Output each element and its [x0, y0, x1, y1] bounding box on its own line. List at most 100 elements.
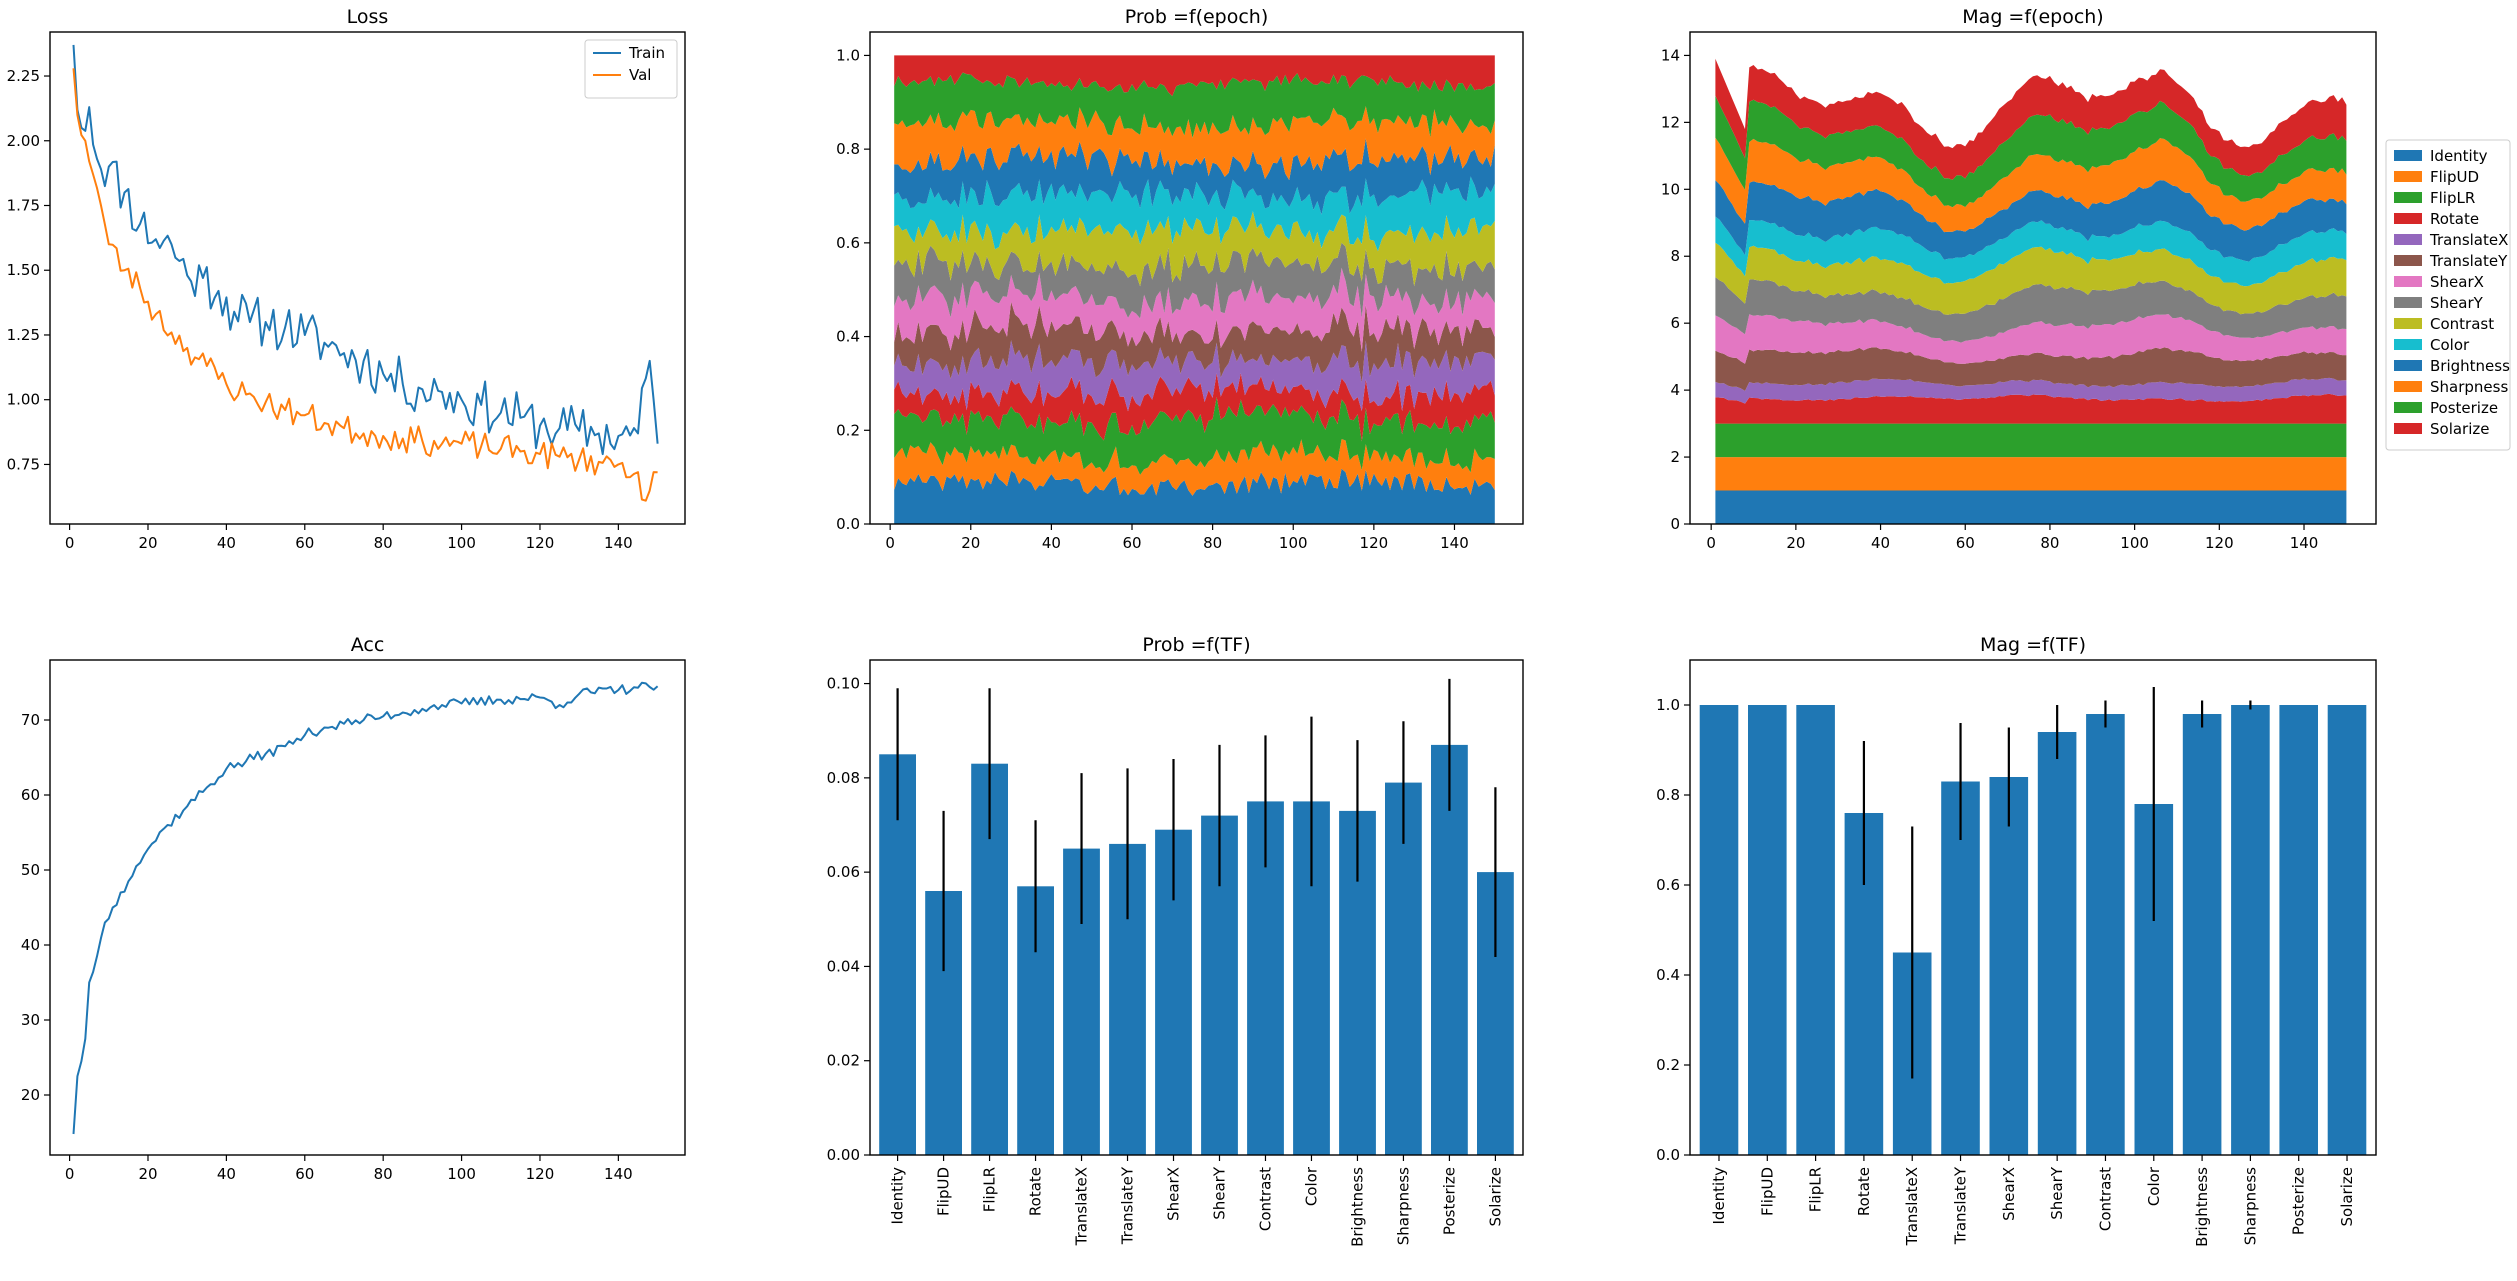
area-layer-13	[1715, 58, 2347, 180]
area-layer-2	[1715, 423, 2347, 458]
legend-label: Sharpness	[2430, 378, 2508, 396]
area-layer-1	[1715, 457, 2347, 491]
x-tick-label: Posterize	[2290, 1167, 2308, 1235]
legend-box	[584, 39, 678, 99]
bar	[1385, 782, 1422, 1155]
x-tick-label: 100	[2120, 534, 2149, 552]
y-tick-label: 0.8	[836, 140, 860, 158]
x-tick-label: 140	[2290, 534, 2319, 552]
y-tick-label: 1.75	[7, 196, 40, 214]
panel-prob-epoch: Prob =f(epoch) 0.0 0.2 0.4 0.6 0.8 1.0 0 20 40 60 8…	[836, 6, 1524, 552]
x-tick-label: 140	[1440, 534, 1469, 552]
x-tick-label: Color	[2145, 1166, 2163, 1206]
x-tick-label: TranslateX	[1903, 1167, 1921, 1246]
bar	[1941, 781, 1980, 1155]
y-tick-label: 0.75	[7, 455, 40, 473]
area-layer-3	[894, 373, 1495, 442]
x-tick-label: Solarize	[1486, 1167, 1504, 1227]
legend-swatch	[2394, 297, 2422, 308]
plot-frame	[869, 31, 1524, 525]
chart-title: Loss	[347, 6, 389, 28]
y-tick-label: 20	[21, 1086, 40, 1104]
bar	[1699, 705, 1739, 1155]
x-tick-label: 100	[447, 1165, 476, 1183]
x-tick-label: 0	[65, 534, 75, 552]
x-tick-label: Color	[1302, 1166, 1320, 1206]
y-tick-label: 50	[21, 861, 40, 879]
legend-label: Rotate	[2430, 210, 2479, 228]
area-layer-8	[1715, 242, 2347, 315]
legend-swatch	[2394, 255, 2422, 266]
x-tick-label: Contrast	[1256, 1167, 1274, 1231]
y-tick-label: 70	[21, 711, 40, 729]
y-tick-label: 0.4	[836, 328, 860, 346]
bar	[1748, 705, 1787, 1155]
area-layer-12	[1715, 95, 2347, 208]
panel-acc: Acc 20 30 40 50 60 70 0 20 40 60 80 100 120 140	[21, 634, 686, 1183]
x-tick-label: ShearY	[1210, 1166, 1228, 1220]
x-tick-label: 60	[1956, 534, 1975, 552]
y-tick-label: 0.08	[827, 769, 860, 787]
x-tick-label: Identity	[889, 1167, 907, 1225]
y-tick-label: 1.0	[836, 46, 860, 64]
x-tick-label: FlipUD	[1758, 1167, 1776, 1216]
area-layer-4	[1715, 377, 2347, 404]
series-line-acc	[72, 681, 659, 1135]
x-tick-label: 60	[1122, 534, 1141, 552]
panel-loss: Loss 0.75 1.00 1.25 1.50 1.75 2.00 2.25 0 20 40 60 8…	[7, 6, 686, 552]
legend-label: TranslateY	[2429, 252, 2508, 270]
bar	[2279, 705, 2318, 1155]
chart-title: Prob =f(epoch)	[1125, 6, 1269, 28]
y-tick-label: 0.02	[827, 1052, 860, 1070]
legend-label: Train	[628, 44, 665, 62]
legend-label: Val	[629, 66, 651, 84]
legend-label: Brightness	[2430, 357, 2510, 375]
legend-swatch	[2394, 402, 2422, 413]
bar	[2182, 714, 2222, 1155]
area-layer-9	[1715, 216, 2347, 287]
legend-swatch	[2394, 234, 2422, 245]
y-tick-label: 2.25	[7, 67, 40, 85]
legend-swatch	[2394, 213, 2422, 224]
area-layer-1	[894, 439, 1495, 496]
area-layer-11	[1715, 137, 2347, 233]
y-tick-label: 60	[21, 786, 40, 804]
area-layer-2	[894, 397, 1495, 475]
area-layer-6	[1715, 314, 2347, 364]
x-tick-label: 60	[295, 534, 314, 552]
bar	[1989, 777, 2029, 1155]
plot-frame	[869, 659, 1524, 1156]
panel-mag-tf: Mag =f(TF) 0.0 0.2 0.4 0.6 0.8 1.0 Identity Flip…	[1656, 634, 2377, 1247]
chart-title: Prob =f(TF)	[1142, 634, 1250, 656]
legend-swatch	[2394, 381, 2422, 392]
legend-swatch	[2394, 339, 2422, 350]
legend-label: FlipLR	[2430, 189, 2475, 207]
y-tick-label: 10	[1661, 180, 1680, 198]
area-layer-0	[1715, 490, 2347, 524]
legend-swatch	[2394, 318, 2422, 329]
legend: Identity FlipUD FlipLR Rotate TranslateX Tran…	[2385, 139, 2511, 451]
area-layer-7	[894, 242, 1495, 319]
x-tick-label: 0	[1706, 534, 1716, 552]
x-tick-label: TranslateX	[1073, 1167, 1091, 1246]
y-tick-label: 2	[1670, 448, 1680, 466]
x-tick-label: FlipUD	[935, 1167, 953, 1216]
y-tick-label: 0.04	[827, 957, 860, 975]
x-tick-label: Rotate	[1855, 1167, 1873, 1216]
y-tick-label: 1.50	[7, 261, 40, 279]
x-tick-label: Brightness	[2193, 1167, 2211, 1247]
legend-swatch	[2394, 423, 2422, 434]
legend-label: Posterize	[2430, 399, 2498, 417]
y-tick-label: 0	[1670, 515, 1680, 533]
bar	[2231, 705, 2270, 1155]
y-tick-label: 0.0	[1656, 1146, 1680, 1164]
panel-prob-tf: Prob =f(TF) 0.00 0.02 0.04 0.06 0.08 0.10 Ident…	[827, 634, 1524, 1247]
legend-label: Identity	[2430, 147, 2488, 165]
x-tick-label: FlipLR	[1807, 1167, 1825, 1212]
x-tick-label: 40	[1042, 534, 1061, 552]
x-tick-label: 120	[1360, 534, 1389, 552]
area-layer-5	[894, 301, 1495, 383]
legend-label: ShearY	[2430, 294, 2484, 312]
legend-label: ShearX	[2430, 273, 2484, 291]
